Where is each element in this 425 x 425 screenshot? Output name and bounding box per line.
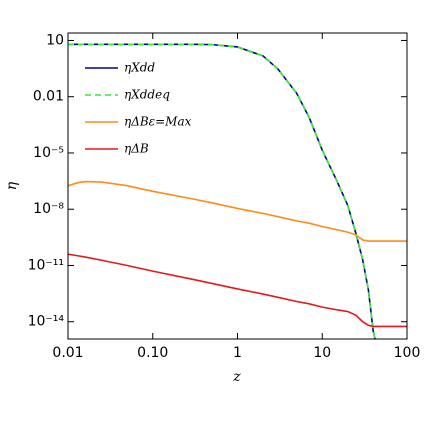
y-tick-label: 10⁻¹⁴ bbox=[28, 314, 65, 330]
series-line bbox=[68, 180, 407, 242]
x-tick-label: 10 bbox=[313, 345, 331, 361]
series-line bbox=[68, 253, 407, 328]
series-line bbox=[68, 43, 376, 339]
x-tick-label: 1 bbox=[233, 345, 242, 361]
y-tick-label: 10⁻⁸ bbox=[33, 201, 64, 217]
x-tick-label: 0.01 bbox=[52, 345, 83, 361]
legend-label: ηΔBε=Max bbox=[124, 115, 192, 129]
x-axis-label: z bbox=[232, 369, 241, 385]
y-axis-label: η bbox=[4, 181, 20, 190]
x-tick-label: 100 bbox=[394, 345, 421, 361]
y-tick-label: 10 bbox=[46, 32, 64, 48]
y-tick-label: 0.01 bbox=[33, 89, 64, 105]
legend-label: ηXdd bbox=[124, 61, 155, 75]
legend-label: ηΔB bbox=[124, 142, 149, 156]
x-tick-label: 0.10 bbox=[137, 345, 168, 361]
y-tick-label: 10⁻¹¹ bbox=[28, 257, 64, 273]
legend-label: ηXddeq bbox=[124, 88, 170, 102]
y-tick-label: 10⁻⁵ bbox=[33, 145, 64, 161]
plot-frame bbox=[67, 32, 408, 340]
series-line bbox=[68, 43, 376, 339]
